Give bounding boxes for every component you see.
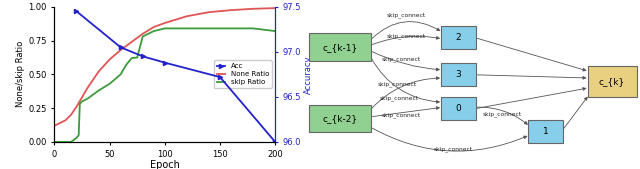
Text: skip_connect: skip_connect [387,33,426,39]
Text: skip_connect: skip_connect [387,12,426,18]
Y-axis label: Accuracy: Accuracy [304,55,313,94]
X-axis label: Epoch: Epoch [150,160,180,169]
Text: c_{k}: c_{k} [599,77,625,86]
FancyBboxPatch shape [441,98,476,120]
Text: skip_connect: skip_connect [378,82,417,87]
Text: 3: 3 [456,70,461,79]
FancyBboxPatch shape [441,26,476,49]
FancyBboxPatch shape [308,105,371,132]
Y-axis label: None/skip Ratio: None/skip Ratio [17,41,26,107]
Text: skip_connect: skip_connect [380,95,419,101]
Text: skip_connect: skip_connect [381,56,420,62]
FancyBboxPatch shape [308,33,371,61]
Text: skip_connect: skip_connect [381,113,420,118]
Legend: Acc, None Ratio, skip Ratio: Acc, None Ratio, skip Ratio [214,61,272,88]
Text: c_{k-2}: c_{k-2} [323,114,358,123]
FancyBboxPatch shape [441,63,476,86]
Text: 2: 2 [456,33,461,42]
Text: skip_connect: skip_connect [483,112,522,117]
FancyBboxPatch shape [529,120,563,143]
Text: skip_connect: skip_connect [434,147,473,152]
Text: 1: 1 [543,127,548,136]
FancyBboxPatch shape [588,66,637,97]
Text: 0: 0 [456,104,461,113]
Text: c_{k-1}: c_{k-1} [323,43,358,52]
